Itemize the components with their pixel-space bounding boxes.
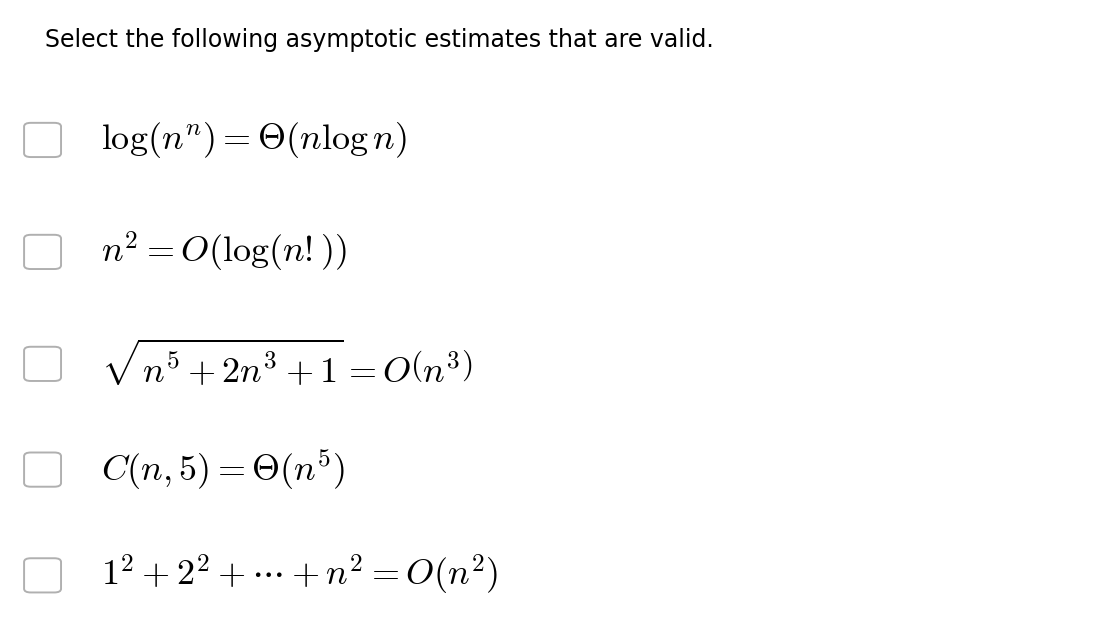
Text: $\log(n^n) = \Theta(n\log n)$: $\log(n^n) = \Theta(n\log n)$ <box>101 120 407 160</box>
FancyBboxPatch shape <box>25 453 60 486</box>
FancyBboxPatch shape <box>25 559 60 592</box>
Text: $1^2 + 2^2 + \cdots + n^2 = O(n^2)$: $1^2 + 2^2 + \cdots + n^2 = O(n^2)$ <box>101 554 498 597</box>
Text: $n^2 = O(\log(n!))$: $n^2 = O(\log(n!))$ <box>101 230 346 274</box>
FancyBboxPatch shape <box>25 234 60 269</box>
Text: $C(n, 5) = \Theta(n^5)$: $C(n, 5) = \Theta(n^5)$ <box>101 447 345 492</box>
FancyBboxPatch shape <box>25 347 60 381</box>
Text: $\sqrt{n^5 + 2n^3 + 1} = O\left(n^3\right)$: $\sqrt{n^5 + 2n^3 + 1} = O\left(n^3\righ… <box>101 338 473 390</box>
FancyBboxPatch shape <box>25 123 60 157</box>
Text: Select the following asymptotic estimates that are valid.: Select the following asymptotic estimate… <box>45 28 713 52</box>
